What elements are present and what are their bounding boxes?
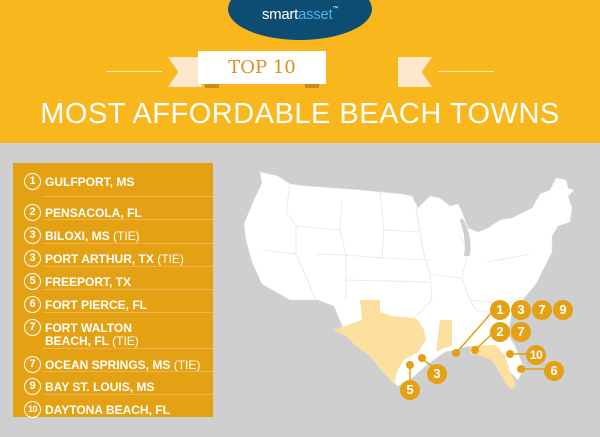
town-name: DAYTONA BEACH, FL xyxy=(45,403,170,417)
top-10-ribbon: TOP 10 xyxy=(198,51,326,84)
rank-badge: 1 xyxy=(24,173,41,190)
map-badge: 1 xyxy=(490,300,510,320)
rank-badge: 2 xyxy=(24,204,41,221)
rank-badge: 5 xyxy=(24,273,41,290)
divider xyxy=(43,371,213,372)
logo-text-asset: asset xyxy=(297,6,333,23)
town-name: FORT PIERCE, FL xyxy=(45,298,147,312)
ribbon-fold-left xyxy=(205,84,219,88)
town-name: GULFPORT, MS xyxy=(45,175,135,189)
map-marker-dot xyxy=(506,350,514,358)
map-badge: 2 xyxy=(490,322,510,342)
map-badge: 3 xyxy=(511,300,531,320)
page-title: MOST AFFORDABLE BEACH TOWNS xyxy=(40,98,560,130)
map-badge: 9 xyxy=(553,300,573,320)
ribbon-tail-right xyxy=(398,57,432,87)
tie-label: (TIE) xyxy=(157,252,184,266)
logo-trademark: ™ xyxy=(332,6,339,12)
divider xyxy=(43,289,213,290)
map-marker-dot xyxy=(452,349,460,357)
smartasset-logo: smartasset™ xyxy=(228,0,372,40)
state-texas xyxy=(333,300,426,384)
town-name: PORT ARTHUR, TX xyxy=(45,252,154,266)
rank-badge: 6 xyxy=(24,296,41,313)
logo-text-smart: smart xyxy=(261,6,298,23)
ranking-list: 1 GULFPORT, MS 2 PENSACOLA, FL 3 BILOXI,… xyxy=(13,163,213,418)
divider xyxy=(43,243,213,244)
divider xyxy=(43,219,213,220)
rank-badge: 7 xyxy=(24,319,41,336)
decorative-line-left xyxy=(106,71,162,72)
rank-badge: 7 xyxy=(24,356,41,373)
tie-label: (TIE) xyxy=(112,334,139,348)
ribbon-fold-right xyxy=(305,84,319,88)
map-badge: 6 xyxy=(544,361,564,381)
divider xyxy=(43,196,213,197)
divider xyxy=(43,348,213,349)
map-marker-dot xyxy=(406,361,414,369)
town-name: FREEPORT, TX xyxy=(45,275,132,289)
map-marker-dot xyxy=(418,354,426,362)
town-name: OCEAN SPRINGS, MS xyxy=(45,358,171,372)
map-badge: 3 xyxy=(427,364,447,384)
map-badge: 10 xyxy=(526,345,546,365)
map-marker-dot xyxy=(471,346,479,354)
state-florida xyxy=(470,345,516,390)
divider xyxy=(43,266,213,267)
rank-badge: 3 xyxy=(24,250,41,267)
town-name: PENSACOLA, FL xyxy=(45,206,142,220)
divider xyxy=(43,394,213,395)
divider xyxy=(43,312,213,313)
town-name: BAY ST. LOUIS, MS xyxy=(45,380,155,394)
decorative-line-right xyxy=(438,71,494,72)
town-name-line2: BEACH, FL xyxy=(45,334,109,348)
rank-badge: 10 xyxy=(24,401,41,418)
tie-label: (TIE) xyxy=(173,358,201,372)
tie-label: (TIE) xyxy=(113,229,140,243)
town-name: BILOXI, MS xyxy=(45,229,110,243)
map-badge: 7 xyxy=(511,322,531,342)
ribbon-tail-left xyxy=(168,57,202,87)
map-badge: 5 xyxy=(400,380,420,400)
map-badge: 7 xyxy=(532,300,552,320)
rank-badge: 9 xyxy=(24,378,41,395)
map-marker-dot xyxy=(517,365,525,373)
town-name: FORT WALTON xyxy=(45,321,132,335)
rank-badge: 3 xyxy=(24,227,41,244)
great-lakes xyxy=(460,218,471,256)
header-banner: smartasset™ TOP 10 MOST AFFORDABLE BEACH… xyxy=(0,0,600,143)
state-mississippi xyxy=(436,320,452,352)
